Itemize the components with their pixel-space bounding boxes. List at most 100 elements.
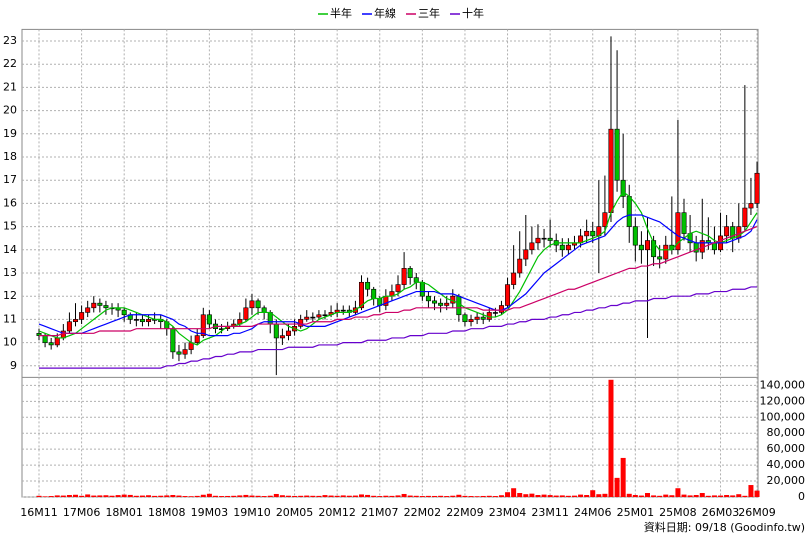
y-tick-label: 17 [3,173,17,186]
volume-bar [419,496,425,497]
candle-body [590,230,596,237]
volume-bar [444,496,450,497]
candle-body [456,295,462,316]
candle-body [340,309,346,312]
volume-bar [571,495,577,497]
candle-body [584,230,590,237]
volume-bar [85,494,91,497]
volume-bar [699,493,705,497]
candle-body [547,237,553,241]
legend-label: 年線 [374,6,396,20]
volume-bar [468,496,474,497]
y-tick-label: 12 [3,289,17,302]
volume-bar [565,495,571,497]
volume-bar [285,495,291,497]
volume-bar [133,495,139,497]
candle-body [79,312,85,320]
volume-bar [486,495,492,497]
y-tick-label: 9 [10,359,17,372]
volume-bar [602,493,608,497]
volume-bar [523,494,529,497]
candle-body [535,237,541,244]
volume-bar [298,495,304,497]
candle-body [103,305,109,309]
volume-bar [754,490,760,497]
volume-bar [651,495,657,497]
volume-bar [626,493,632,497]
volume-bar [322,495,328,497]
volume-bar [535,495,541,497]
volume-bar [407,495,413,497]
candle-body [468,319,474,323]
volume-bar [498,495,504,497]
ma-line [39,226,758,337]
volume-bar [212,495,218,497]
candle-body [529,242,535,251]
candle-body [444,302,450,306]
candle-body [371,288,377,299]
ma-line [39,286,758,369]
candle-body [146,319,152,323]
y-tick-label: 18 [3,150,17,163]
volume-bar [170,495,176,497]
volume-bar [292,495,298,497]
candle-body [523,249,529,260]
candle-body [42,335,48,343]
volume-bar [109,495,115,497]
volume-bar [60,495,66,497]
x-tick-label: 22M09 [446,506,484,519]
volume-bar [103,495,109,497]
volume-bar [645,493,650,497]
volume-bar [724,495,730,497]
legend-label: 十年 [462,6,484,20]
volume-bar [596,494,602,497]
candle-body [243,307,249,320]
candle-body [97,302,103,306]
candle-body [517,258,523,274]
volume-bar [146,495,152,497]
candle-body [620,179,626,197]
y2-tick-label: 140,000 [760,378,806,391]
volume-bar [693,495,699,497]
volume-bar [158,495,164,497]
y2-tick-label: 100,000 [760,410,806,423]
volume-bar [316,495,322,497]
volume-bar [340,495,346,497]
candle-body [480,316,486,320]
volume-bar [310,495,316,497]
candle-body [304,316,310,320]
candle-body [724,226,730,237]
volume-bar [438,495,444,497]
x-tick-label: 26M09 [738,506,776,519]
candle-body [474,316,480,320]
volume-bar [237,495,243,497]
candle-body [754,172,760,204]
candle-body [541,237,547,240]
candle-body [407,268,413,278]
volume-bar [249,495,255,497]
volume-bar [304,495,310,497]
candle-body [365,281,371,290]
candle-body [91,302,97,309]
candle-body [285,330,291,336]
y-tick-label: 20 [3,104,17,117]
volume-bar [219,496,225,497]
volume-bar [79,495,85,497]
candle-body [644,240,650,251]
volume-bar [401,493,407,497]
candle-body [401,268,407,285]
volume-bar [413,495,419,497]
candle-body [316,314,322,318]
volume-bar [139,495,145,497]
volume-bar [681,494,687,497]
volume-bar [200,494,206,497]
volume-bar [42,496,48,497]
x-tick-label: 22M02 [404,506,442,519]
candle-body [614,128,620,181]
volume-bar [638,495,644,497]
candle-body [626,196,632,227]
y-tick-label: 21 [3,80,17,93]
candle-body [425,295,431,302]
candle-body [651,240,657,258]
volume-bar [352,495,358,497]
